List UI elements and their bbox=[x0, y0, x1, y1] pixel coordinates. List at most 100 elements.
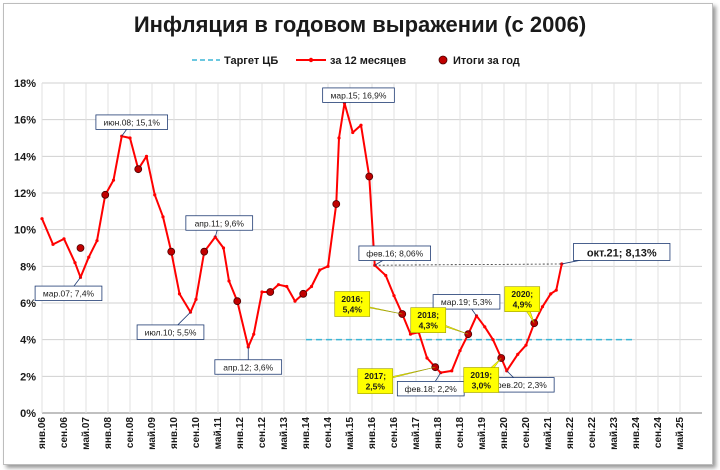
x-tick-label: янв.20 bbox=[499, 417, 510, 449]
annotation-label: мар.19; 5,3% bbox=[441, 297, 493, 307]
legend-annual-label: Итоги за год bbox=[453, 55, 520, 67]
annotation-label: 2016; bbox=[341, 294, 363, 304]
data-point bbox=[516, 352, 520, 356]
series-area bbox=[40, 101, 634, 375]
data-point bbox=[351, 130, 355, 135]
data-point bbox=[483, 325, 487, 329]
data-point bbox=[221, 246, 226, 250]
data-point bbox=[227, 279, 231, 283]
annotation-callout-box bbox=[410, 307, 447, 333]
data-point bbox=[554, 288, 558, 292]
annotation-label: 2018; bbox=[417, 310, 439, 320]
annotation-box bbox=[358, 245, 431, 261]
x-tick-label: сен.24 bbox=[653, 417, 664, 449]
x-tick-label: май.11 bbox=[213, 417, 224, 450]
x-tick-label: май.13 bbox=[279, 417, 290, 450]
annual-result-marker bbox=[200, 247, 209, 256]
x-tick-label: сен.12 bbox=[257, 417, 268, 449]
annotation-box bbox=[573, 243, 671, 261]
x-tick-label: май.23 bbox=[609, 417, 620, 450]
data-point bbox=[392, 294, 396, 298]
reference-dotted-line bbox=[374, 263, 562, 266]
data-point bbox=[128, 136, 132, 140]
x-tick-label: май.09 bbox=[147, 417, 158, 450]
annotation-box bbox=[214, 359, 283, 375]
x-tick-label: янв.24 bbox=[631, 417, 642, 449]
data-point bbox=[425, 356, 429, 360]
data-point bbox=[62, 237, 66, 241]
x-tick-label: янв.18 bbox=[433, 417, 444, 449]
annual-result-marker bbox=[332, 200, 341, 208]
data-point bbox=[276, 283, 281, 287]
data-point bbox=[309, 284, 314, 289]
x-tick-label: янв.14 bbox=[301, 417, 312, 449]
annotation-label: фев.18; 2,2% bbox=[405, 384, 458, 394]
x-tick-label: май.19 bbox=[477, 417, 488, 450]
y-tick-label: 10% bbox=[14, 225, 36, 237]
annotation-box bbox=[136, 324, 205, 340]
annual-result-marker bbox=[365, 172, 374, 181]
annotation-label: 3,0% bbox=[472, 381, 492, 391]
data-point bbox=[40, 217, 44, 221]
data-point bbox=[549, 292, 553, 296]
annotation-label: 4,9% bbox=[513, 300, 533, 310]
annual-result-marker bbox=[134, 165, 143, 174]
annual-result-marker bbox=[101, 190, 110, 199]
annotation-label: 4,3% bbox=[419, 321, 439, 331]
annotation-label: 2017; bbox=[364, 371, 386, 381]
x-tick-label: сен.16 bbox=[389, 417, 400, 449]
data-point bbox=[177, 292, 182, 296]
annotation-callout-box bbox=[334, 291, 371, 317]
annotation-label: 5,4% bbox=[343, 305, 363, 315]
data-point bbox=[359, 123, 363, 127]
x-tick-label: янв.08 bbox=[103, 417, 114, 449]
data-point bbox=[144, 154, 149, 158]
annotation-label: окт.21; 8,13% bbox=[587, 247, 657, 259]
data-point bbox=[524, 343, 528, 347]
series-line-monthly bbox=[41, 102, 563, 374]
annotation-label: мар.15; 16,9% bbox=[331, 90, 387, 100]
y-tick-label: 12% bbox=[14, 188, 36, 200]
annotation-callout-box bbox=[504, 286, 541, 312]
x-tick-label: май.25 bbox=[675, 417, 686, 450]
x-tick-label: май.07 bbox=[81, 417, 92, 450]
annotation-box bbox=[432, 294, 501, 310]
data-point bbox=[491, 338, 495, 342]
y-tick-label: 18% bbox=[14, 78, 36, 90]
y-tick-label: 0% bbox=[20, 408, 36, 420]
annotation-label: фев.16; 8,06% bbox=[366, 248, 423, 258]
annual-result-marker bbox=[167, 247, 176, 256]
data-point bbox=[450, 369, 454, 373]
annotation-box bbox=[34, 285, 103, 301]
annotation-box bbox=[185, 215, 254, 231]
annual-result-marker bbox=[233, 297, 242, 306]
x-tick-label: сен.08 bbox=[125, 417, 136, 449]
x-tick-label: сен.20 bbox=[521, 417, 532, 449]
x-tick-label: сен.14 bbox=[323, 417, 334, 449]
y-axis: 0% 2% 4% 6% 8% 10% 12% 14% 16% 18% bbox=[14, 78, 36, 420]
annual-result-marker bbox=[299, 289, 308, 298]
data-point bbox=[252, 332, 256, 336]
annotation-label: 2019; bbox=[470, 370, 492, 380]
x-tick-label: янв.10 bbox=[169, 417, 180, 449]
annotation-label: 2020; bbox=[511, 289, 533, 299]
data-point bbox=[285, 284, 289, 289]
annotation-label: мар.07; 7,4% bbox=[43, 289, 95, 299]
annual-result-marker bbox=[266, 288, 275, 296]
legend-annual-marker bbox=[438, 55, 448, 65]
data-point bbox=[194, 297, 198, 301]
annotation-label: июл.10; 5,5% bbox=[145, 327, 197, 337]
x-tick-label: сен.06 bbox=[59, 417, 70, 449]
annotation-label: июн.08; 15,1% bbox=[104, 117, 161, 127]
y-tick-label: 2% bbox=[20, 371, 36, 383]
legend: Таргет ЦБ за 12 месяцев Итоги за год bbox=[192, 55, 520, 67]
data-point bbox=[161, 215, 165, 219]
x-tick-label: сен.10 bbox=[191, 417, 202, 449]
annotation-label: апр.12; 3,6% bbox=[223, 362, 273, 372]
x-tick-label: янв.22 bbox=[565, 417, 576, 449]
data-point bbox=[51, 242, 55, 246]
data-point bbox=[408, 332, 413, 336]
y-tick-label: 8% bbox=[20, 261, 36, 273]
x-tick-label: сен.22 bbox=[587, 417, 598, 449]
